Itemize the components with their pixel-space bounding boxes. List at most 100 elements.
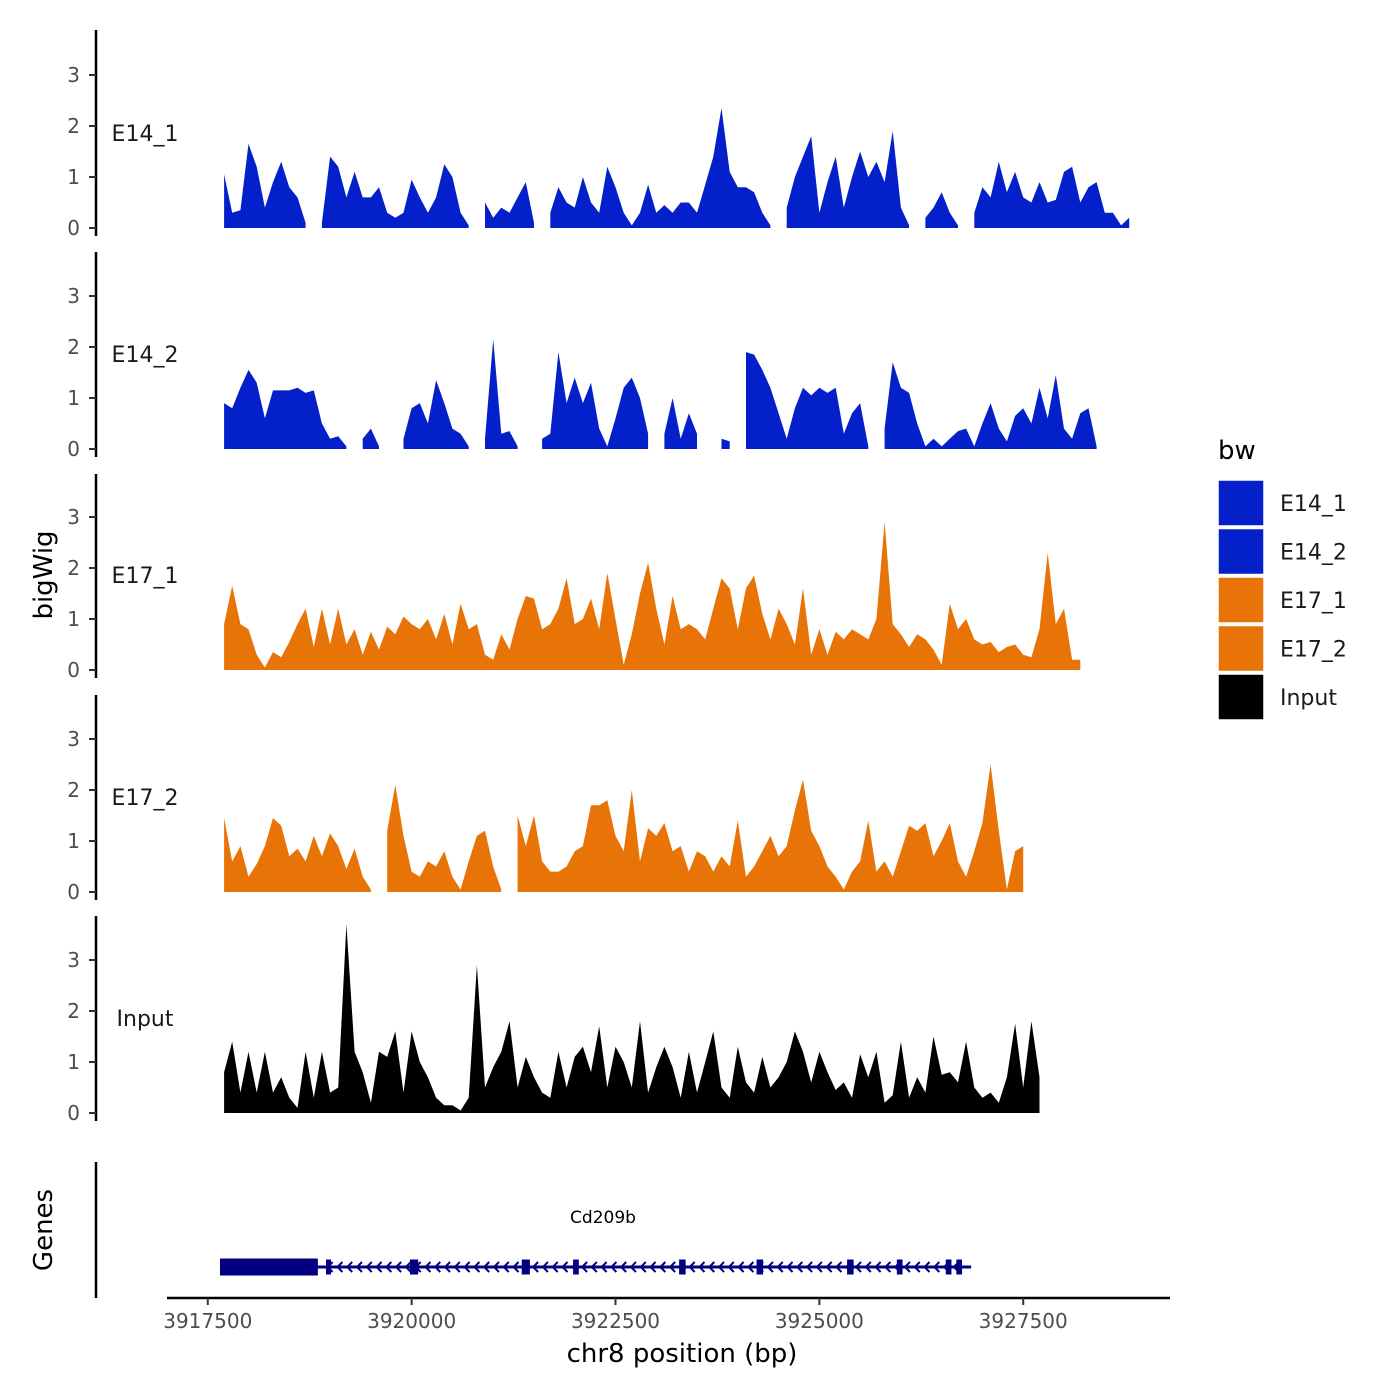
legend-item-E14_2: E14_2 bbox=[1217, 527, 1347, 576]
strand-arrow bbox=[473, 1261, 481, 1273]
gene-exon bbox=[847, 1259, 854, 1275]
legend-label: E17_2 bbox=[1280, 638, 1347, 663]
strand-arrow bbox=[443, 1261, 451, 1273]
strand-arrow bbox=[336, 1261, 344, 1273]
y-tick-label: 2 bbox=[67, 335, 80, 359]
gene-exon bbox=[896, 1259, 903, 1275]
legend-swatch bbox=[1217, 673, 1265, 721]
strand-arrow bbox=[727, 1261, 735, 1273]
strand-arrow bbox=[766, 1261, 774, 1273]
strand-arrow bbox=[502, 1261, 510, 1273]
track-label: Input bbox=[117, 1007, 174, 1032]
signal-area-E14_2 bbox=[224, 369, 347, 449]
legend: bw E14_1 E14_2 E17_1 E17_2 Input bbox=[1217, 436, 1347, 721]
strand-arrow bbox=[600, 1261, 608, 1273]
strand-arrow bbox=[698, 1261, 706, 1273]
gene-exon bbox=[220, 1258, 318, 1276]
y-tick-label: 2 bbox=[67, 556, 80, 580]
legend-title: bw bbox=[1218, 436, 1256, 466]
strand-arrow bbox=[707, 1261, 715, 1273]
strand-arrow bbox=[805, 1261, 813, 1273]
strand-arrow bbox=[737, 1261, 745, 1273]
x-tick-label: 3917500 bbox=[163, 1309, 252, 1333]
y-tick-label: 1 bbox=[67, 829, 80, 853]
strand-arrow bbox=[424, 1261, 432, 1273]
gene-panel: Genes Cd209b bbox=[29, 1162, 972, 1298]
strand-arrow bbox=[639, 1261, 647, 1273]
legend-label: Input bbox=[1280, 686, 1337, 711]
strand-arrow bbox=[580, 1261, 588, 1273]
x-tick-label: 3925000 bbox=[775, 1309, 864, 1333]
strand-arrow bbox=[786, 1261, 794, 1273]
signal-area-E14_2 bbox=[664, 398, 697, 449]
gene-exon bbox=[756, 1259, 764, 1275]
y-axis-title: bigWig bbox=[29, 530, 59, 619]
strand-arrow bbox=[854, 1261, 862, 1273]
gene-label: Cd209b bbox=[570, 1208, 636, 1228]
track-label: E14_2 bbox=[112, 343, 179, 368]
strand-arrow bbox=[541, 1261, 549, 1273]
signal-area-E14_2 bbox=[884, 362, 1097, 449]
signal-area-E17_2 bbox=[387, 784, 502, 892]
x-axis-title: chr8 position (bp) bbox=[567, 1339, 798, 1369]
legend-item-E17_2: E17_2 bbox=[1217, 624, 1347, 673]
signal-area-E14_2 bbox=[542, 352, 649, 449]
legend-swatch bbox=[1217, 576, 1265, 624]
strand-arrow bbox=[913, 1261, 921, 1273]
gene-structure bbox=[220, 1258, 972, 1276]
strand-arrow bbox=[384, 1261, 393, 1273]
strand-arrow bbox=[463, 1261, 471, 1273]
signal-area-E14_1 bbox=[485, 182, 534, 228]
strand-arrow bbox=[883, 1261, 892, 1273]
y-tick-label: 0 bbox=[67, 1101, 80, 1125]
x-axis: 3917500 3920000 3922500 3925000 3927500 chr8… bbox=[163, 1296, 1170, 1369]
signal-area-E14_2 bbox=[403, 380, 469, 449]
x-ticks: 3917500 3920000 3922500 3925000 3927500 bbox=[163, 1298, 1068, 1333]
strand-arrow bbox=[551, 1261, 559, 1273]
strand-arrow bbox=[492, 1261, 500, 1273]
y-tick-label: 2 bbox=[67, 114, 80, 138]
strand-arrow bbox=[688, 1261, 696, 1273]
y-tick-label: 2 bbox=[67, 778, 80, 802]
signal-area-E14_1 bbox=[974, 161, 1130, 228]
strand-arrow bbox=[649, 1261, 657, 1273]
signal-area-E17_1 bbox=[224, 522, 1081, 670]
strand-arrow bbox=[610, 1261, 618, 1273]
signal-area-E14_2 bbox=[746, 352, 869, 449]
gene-exon bbox=[573, 1259, 579, 1275]
strand-arrow bbox=[365, 1261, 373, 1273]
legend-swatch bbox=[1217, 624, 1265, 673]
gene-exon bbox=[410, 1259, 419, 1275]
track-label: E17_1 bbox=[112, 564, 179, 589]
signal-area-E14_2 bbox=[721, 438, 730, 449]
gene-exon bbox=[956, 1259, 963, 1275]
signal-area-E14_1 bbox=[321, 156, 469, 228]
legend-label: E14_2 bbox=[1280, 541, 1347, 566]
strand-arrow bbox=[923, 1261, 931, 1273]
track-Input: 0 1 2 3 Input bbox=[67, 916, 1040, 1125]
strand-arrow bbox=[404, 1261, 412, 1273]
strand-arrow bbox=[345, 1261, 353, 1273]
strand-arrow bbox=[561, 1261, 569, 1273]
y-tick-label: 3 bbox=[67, 505, 80, 529]
x-tick-label: 3927500 bbox=[979, 1309, 1068, 1333]
gene-exon bbox=[326, 1259, 332, 1275]
signal-area-E17_2 bbox=[224, 818, 371, 892]
y-tick-label: 1 bbox=[67, 607, 80, 631]
strand-arrow bbox=[717, 1261, 725, 1273]
strand-arrow bbox=[668, 1261, 676, 1273]
y-tick-label: 3 bbox=[67, 727, 80, 751]
y-tick-label: 1 bbox=[67, 165, 80, 189]
legend-items: E14_1 E14_2 E17_1 E17_2 Input bbox=[1217, 479, 1347, 721]
strand-arrow bbox=[531, 1261, 539, 1273]
signal-area-E17_2 bbox=[517, 764, 1024, 892]
legend-item-E17_1: E17_1 bbox=[1217, 576, 1347, 624]
signal-area-E14_1 bbox=[224, 143, 306, 228]
y-tick-label: 3 bbox=[67, 948, 80, 972]
strand-arrow bbox=[355, 1261, 363, 1273]
legend-label: E14_1 bbox=[1280, 492, 1347, 517]
track-E17_1: 0 1 2 3 E17_1 bbox=[67, 474, 1081, 682]
strand-arrow bbox=[795, 1261, 804, 1273]
